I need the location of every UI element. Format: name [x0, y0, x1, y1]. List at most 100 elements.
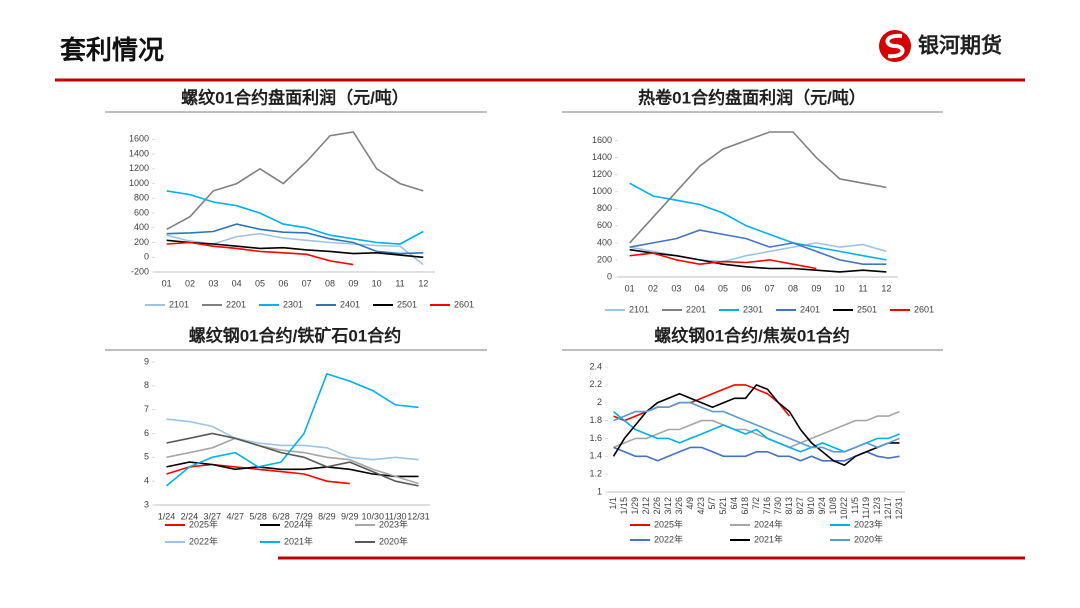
- x-tick-label: 02: [648, 283, 658, 293]
- legend-label: 2301: [283, 299, 303, 309]
- x-tick-label: 1/24: [158, 511, 176, 521]
- x-tick-label: 03: [671, 283, 681, 293]
- x-tick-label: 08: [788, 283, 798, 293]
- x-tick-label: 9/10: [806, 497, 816, 515]
- x-tick-label: 2/12: [641, 497, 651, 515]
- x-tick-label: 7/29: [295, 511, 313, 521]
- x-tick-label: 4/27: [226, 511, 244, 521]
- y-tick-label: 1600: [129, 134, 149, 144]
- series-line: [166, 432, 419, 487]
- x-tick-label: 5/21: [718, 497, 728, 515]
- x-tick-label: 10/22: [839, 497, 849, 520]
- x-tick-label: 08: [325, 278, 335, 288]
- y-tick-label: 600: [134, 207, 149, 217]
- x-tick-label: 1/1: [608, 497, 618, 510]
- x-tick-label: 5/7: [707, 497, 717, 510]
- x-tick-label: 12/31: [894, 497, 904, 520]
- chart-title: 螺纹钢01合约/铁矿石01合约: [189, 325, 402, 345]
- logo-swirl: [885, 33, 905, 59]
- legend-label: 2021年: [284, 535, 313, 546]
- x-tick-label: 6/18: [740, 497, 750, 515]
- legend-label: 2201: [686, 304, 706, 314]
- x-tick-label: 05: [255, 278, 265, 288]
- series-line: [629, 131, 887, 244]
- legend-label: 2022年: [189, 535, 218, 546]
- y-tick-label: 1600: [592, 135, 612, 145]
- y-tick-label: 200: [134, 237, 149, 247]
- x-tick-label: 10/8: [828, 497, 838, 515]
- series-line: [166, 223, 424, 255]
- y-tick-label: 9: [144, 356, 149, 366]
- y-tick-label: 1000: [592, 186, 612, 196]
- x-tick-label: 6/4: [729, 497, 739, 510]
- series-line: [629, 252, 817, 270]
- y-tick-label: 1200: [129, 163, 149, 173]
- x-tick-label: 09: [811, 283, 821, 293]
- legend-label: 2025年: [654, 518, 683, 529]
- x-tick-label: 1/29: [630, 497, 640, 515]
- legend-label: 2601: [454, 299, 474, 309]
- logo-text: 银河期货: [918, 34, 1002, 58]
- legend-label: 2022年: [654, 533, 683, 544]
- x-tick-label: 10: [372, 278, 382, 288]
- legend-label: 2601: [914, 304, 934, 314]
- series-line: [166, 463, 350, 485]
- series-line: [629, 248, 887, 273]
- y-tick-label: 8: [144, 380, 149, 390]
- legend-label: 2023年: [854, 518, 883, 529]
- legend-label: 2501: [857, 304, 877, 314]
- series-line: [165, 372, 419, 487]
- series-line: [629, 229, 887, 265]
- y-tick-label: 1200: [592, 169, 612, 179]
- y-tick-label: 7: [144, 404, 149, 414]
- y-tick-label: 1.2: [589, 469, 602, 479]
- x-tick-label: 12/31: [407, 511, 430, 521]
- x-tick-label: 4/9: [685, 497, 695, 510]
- x-tick-label: 12/3: [872, 497, 882, 515]
- y-tick-label: 2: [597, 397, 602, 407]
- chart-title: 螺纹钢01合约/焦炭01合约: [654, 325, 850, 345]
- x-tick-label: 11/30: [385, 511, 407, 521]
- series-line: [612, 383, 900, 467]
- y-tick-label: 200: [597, 254, 612, 264]
- y-tick-label: 800: [597, 203, 612, 213]
- series-line: [629, 182, 887, 261]
- y-tick-label: 0: [607, 271, 612, 281]
- legend-label: 2301: [743, 304, 763, 314]
- x-tick-label: 6/28: [272, 511, 290, 521]
- series-line: [613, 410, 900, 449]
- legend-label: 2101: [169, 299, 189, 309]
- x-tick-label: 1/15: [619, 497, 629, 515]
- x-tick-label: 04: [695, 283, 705, 293]
- x-tick-label: 3/27: [204, 511, 222, 521]
- y-tick-label: 3: [144, 499, 149, 509]
- slide-title: 套利情况: [60, 35, 164, 65]
- x-tick-label: 7/30: [773, 497, 783, 515]
- x-tick-label: 12/17: [883, 497, 893, 520]
- legend-label: 2020年: [854, 533, 883, 544]
- x-tick-label: 7/16: [762, 497, 772, 515]
- x-tick-label: 03: [208, 278, 218, 288]
- x-tick-label: 8/29: [318, 511, 336, 521]
- legend-label: 2025年: [189, 518, 218, 529]
- y-tick-label: 1000: [129, 178, 149, 188]
- chart-title: 热卷01合约盘面利润（元/吨）: [638, 87, 866, 107]
- x-tick-label: 7/2: [751, 497, 761, 510]
- series-line: [166, 437, 419, 485]
- x-tick-label: 5/28: [249, 511, 267, 521]
- x-tick-label: 10/30: [361, 511, 384, 521]
- y-tick-label: 0: [144, 252, 149, 262]
- x-tick-label: 11/5: [850, 497, 860, 514]
- x-tick-label: 05: [718, 283, 728, 293]
- y-tick-label: 2.2: [589, 379, 602, 389]
- series-line: [613, 384, 791, 422]
- legend-label: 2401: [340, 299, 360, 309]
- y-tick-label: 5: [144, 452, 149, 462]
- x-tick-label: 07: [302, 278, 312, 288]
- series-line: [166, 239, 424, 259]
- x-tick-label: 02: [185, 278, 195, 288]
- legend-label: 2021年: [754, 533, 783, 544]
- x-tick-label: 2/26: [652, 497, 662, 515]
- y-tick-label: 1.4: [589, 451, 602, 461]
- y-tick-label: 400: [134, 222, 149, 232]
